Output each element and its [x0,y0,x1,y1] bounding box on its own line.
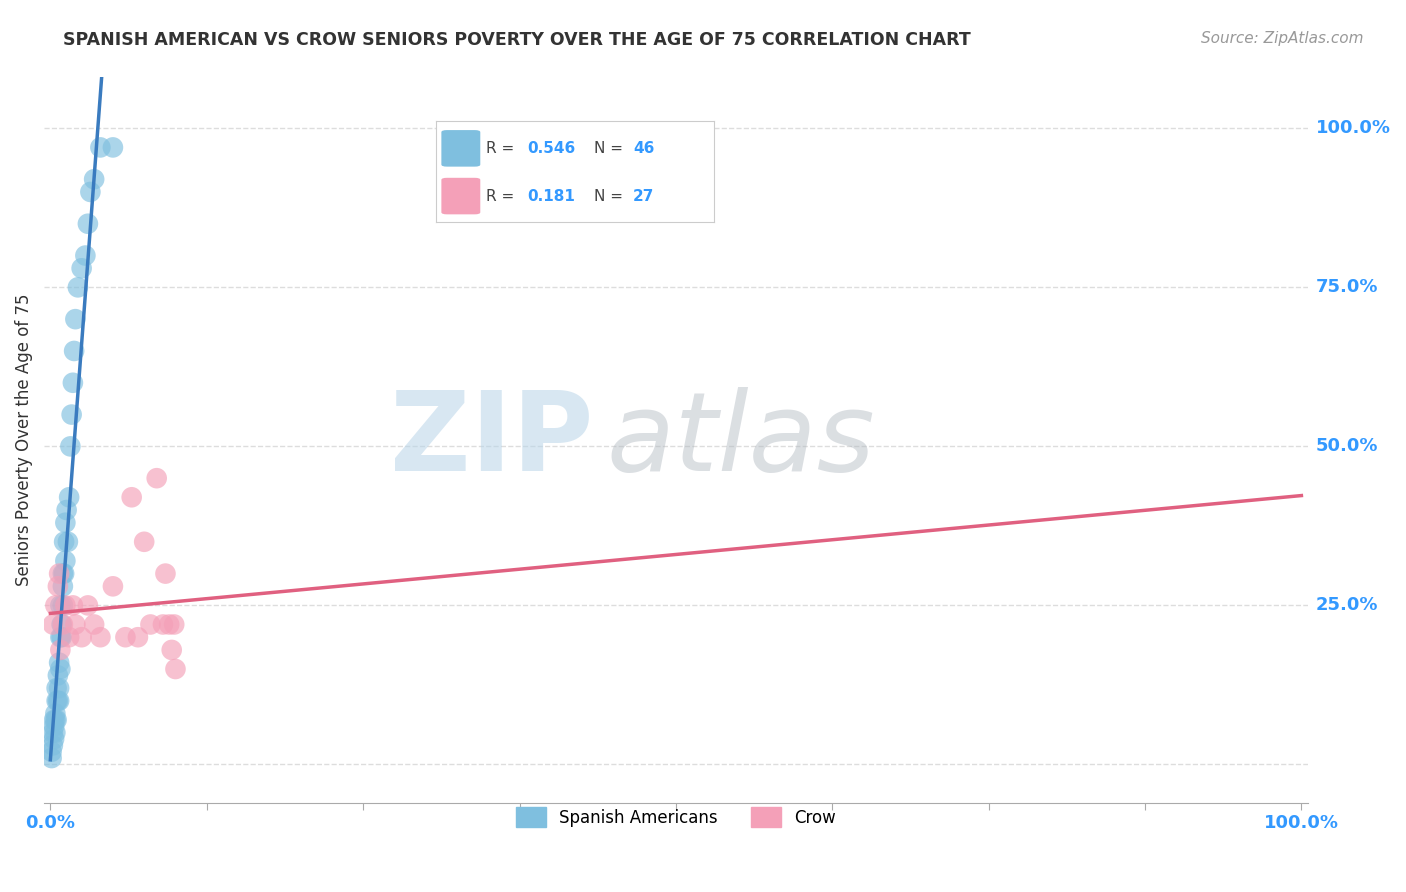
Point [121,490,143,504]
Point [46,579,69,593]
Point [59,439,82,453]
Point [55,503,77,517]
Point [79,185,101,199]
Point [53,599,76,613]
Point [65,312,87,326]
Point [165,662,187,676]
Point [145,471,167,485]
Point [63,343,86,358]
Point [48,681,70,695]
Point [44,713,66,727]
Legend: Spanish Americans, Crow: Spanish Americans, Crow [509,800,842,834]
Point [42,739,65,753]
Point [77,217,100,231]
Point [49,643,72,657]
Point [52,579,75,593]
Point [42,731,65,746]
Text: 75.0%: 75.0% [1316,278,1378,296]
Point [70,261,93,276]
Text: atlas: atlas [606,386,875,493]
Point [114,630,136,644]
Text: 100.0%: 100.0% [1316,120,1391,137]
Text: 25.0%: 25.0% [1316,597,1378,615]
Point [53,554,76,568]
Point [53,566,76,581]
Point [89,630,111,644]
Point [44,599,66,613]
Point [41,745,63,759]
Point [41,751,63,765]
Y-axis label: Seniors Poverty Over the Age of 75: Seniors Poverty Over the Age of 75 [15,293,32,586]
Point [52,617,75,632]
Point [58,490,80,504]
Point [157,617,180,632]
Point [49,599,72,613]
Point [65,617,87,632]
Point [58,630,80,644]
Point [101,140,124,154]
Text: SPANISH AMERICAN VS CROW SENIORS POVERTY OVER THE AGE OF 75 CORRELATION CHART: SPANISH AMERICAN VS CROW SENIORS POVERTY… [63,31,972,49]
Point [44,706,66,721]
Point [46,668,69,682]
Point [48,656,70,670]
Point [51,617,73,632]
Point [77,599,100,613]
Point [127,630,149,644]
Point [46,694,69,708]
Point [42,713,65,727]
Point [163,617,186,632]
Point [49,630,72,644]
Point [48,694,70,708]
Text: Source: ZipAtlas.com: Source: ZipAtlas.com [1201,31,1364,46]
Point [52,566,75,581]
Point [45,694,67,708]
Point [49,662,72,676]
Point [62,376,84,390]
Point [53,516,76,530]
Point [139,617,162,632]
Point [45,713,67,727]
Point [53,534,76,549]
Point [101,579,124,593]
Point [75,248,97,262]
Point [44,725,66,739]
Point [134,534,156,549]
Point [66,280,89,294]
Point [48,566,70,581]
Point [42,725,65,739]
Point [70,630,93,644]
Point [42,719,65,733]
Point [152,617,174,632]
Text: ZIP: ZIP [391,386,593,493]
Point [155,566,177,581]
Point [52,599,75,613]
Point [62,599,84,613]
Point [51,630,73,644]
Point [56,534,79,549]
Point [160,643,183,657]
Text: 50.0%: 50.0% [1316,437,1378,456]
Point [83,172,105,186]
Point [60,408,83,422]
Point [89,140,111,154]
Point [83,617,105,632]
Point [42,617,65,632]
Point [45,681,67,695]
